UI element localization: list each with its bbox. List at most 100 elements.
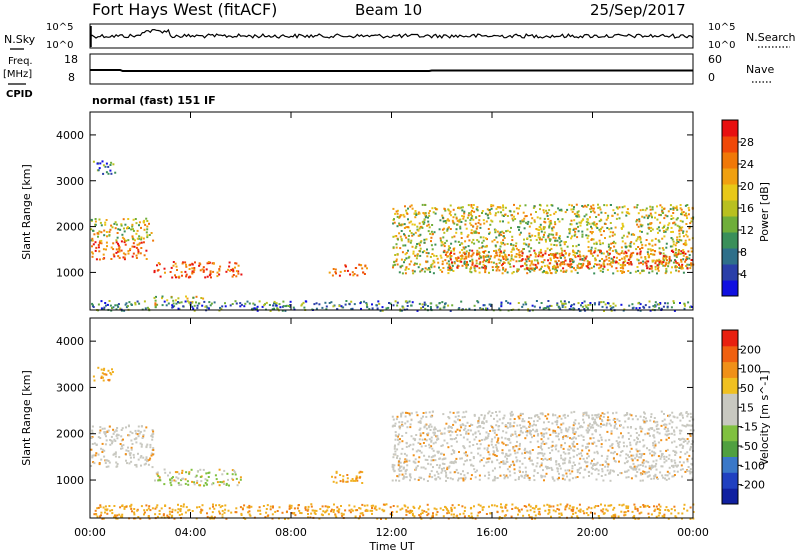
power-cell: [91, 237, 94, 240]
power-cell: [478, 262, 481, 265]
power-cell: [654, 301, 657, 304]
power-cell: [218, 269, 221, 272]
vel-cell: [593, 422, 596, 425]
freq-line: [90, 69, 693, 72]
power-cell: [585, 234, 588, 237]
vel-cell: [120, 439, 123, 442]
power-cell: [534, 235, 537, 237]
vel-cell: [634, 468, 637, 471]
vel-cell: [468, 425, 471, 427]
power-cell: [564, 211, 567, 214]
vel-cell: [434, 459, 437, 462]
vel-cell: [396, 456, 398, 459]
power-cell: [485, 267, 487, 270]
power-cell: [529, 239, 532, 242]
power-cell: [554, 268, 557, 271]
vel-cell: [211, 483, 213, 486]
power-cell: [415, 262, 418, 265]
power-cell: [612, 258, 614, 261]
vel-cell: [462, 411, 465, 414]
vel-cell: [401, 447, 404, 450]
vel-cell: [445, 474, 448, 477]
vel-cell: [591, 459, 593, 462]
vel-cell: [626, 470, 628, 473]
power-cell: [114, 171, 117, 174]
power-cell: [484, 265, 486, 267]
vel-cell: [218, 468, 221, 471]
power-cell: [414, 231, 417, 234]
power-cell: [231, 303, 234, 305]
vel-cell: [562, 437, 565, 440]
vel-cell: [504, 437, 507, 440]
power-cell: [659, 252, 662, 255]
vel-cell: [661, 465, 664, 468]
vel-cell: [570, 515, 573, 518]
power-cell: [485, 260, 487, 263]
vel-cell: [455, 437, 457, 440]
vel-cell: [689, 447, 692, 450]
vel-cell: [568, 448, 571, 451]
vel-cell: [447, 416, 450, 418]
vel-cell: [456, 434, 459, 437]
vel-cell: [130, 446, 133, 449]
vel-cell: [665, 438, 668, 441]
vel-cell: [644, 433, 647, 436]
vel-cell: [591, 467, 594, 470]
power-cell: [435, 304, 438, 307]
power-cell: [651, 249, 654, 251]
power-cell: [443, 208, 446, 211]
power-cell: [146, 234, 149, 237]
power-cell: [561, 254, 564, 256]
vel-cell: [573, 421, 576, 424]
power-cell: [175, 265, 178, 268]
power-cell: [491, 266, 494, 269]
power-cell: [452, 270, 455, 272]
vel-cell: [496, 511, 499, 514]
power-cell: [648, 226, 651, 229]
vel-cell: [666, 470, 669, 473]
vel-cell: [221, 516, 224, 519]
vel-cell: [595, 430, 597, 433]
vel-cell: [462, 424, 465, 426]
power-cell: [235, 262, 238, 265]
vel-cell: [597, 515, 600, 517]
power-cell: [239, 305, 242, 308]
power-cell: [539, 208, 541, 211]
vel-cell: [636, 436, 638, 439]
power-cell: [253, 307, 256, 310]
vel-cell: [463, 474, 466, 477]
vel-cell: [408, 412, 411, 415]
vel-cell: [686, 438, 689, 440]
power-cell: [672, 212, 675, 214]
vel-cell: [527, 476, 530, 479]
vel-cell: [506, 457, 508, 460]
vel-cell: [422, 415, 424, 418]
vel-cell: [393, 447, 396, 450]
vel-cell: [342, 480, 345, 483]
power-cell: [449, 253, 451, 256]
power-cell: [448, 265, 451, 267]
vel-cell: [610, 451, 613, 454]
vel-cell: [612, 452, 615, 455]
vel-cell: [511, 425, 514, 428]
power-cell: [564, 302, 567, 305]
vel-cell: [168, 507, 171, 510]
power-cell: [402, 213, 405, 216]
vel-cell: [141, 437, 144, 439]
power-cell: [93, 233, 96, 236]
vel-cell: [574, 419, 577, 422]
power-cell: [209, 273, 212, 276]
power-cell: [272, 304, 275, 307]
power-cell: [120, 223, 123, 226]
vel-cell: [114, 455, 117, 458]
power-cell: [587, 304, 590, 307]
power-cell: [543, 211, 546, 214]
power-cell: [528, 309, 531, 312]
vel-cell: [663, 458, 666, 461]
vel-cell: [672, 466, 675, 469]
power-cell: [482, 219, 485, 222]
power-cell: [105, 231, 108, 233]
power-cell: [589, 250, 592, 252]
power-cell: [429, 232, 432, 235]
power-cell: [603, 310, 605, 312]
